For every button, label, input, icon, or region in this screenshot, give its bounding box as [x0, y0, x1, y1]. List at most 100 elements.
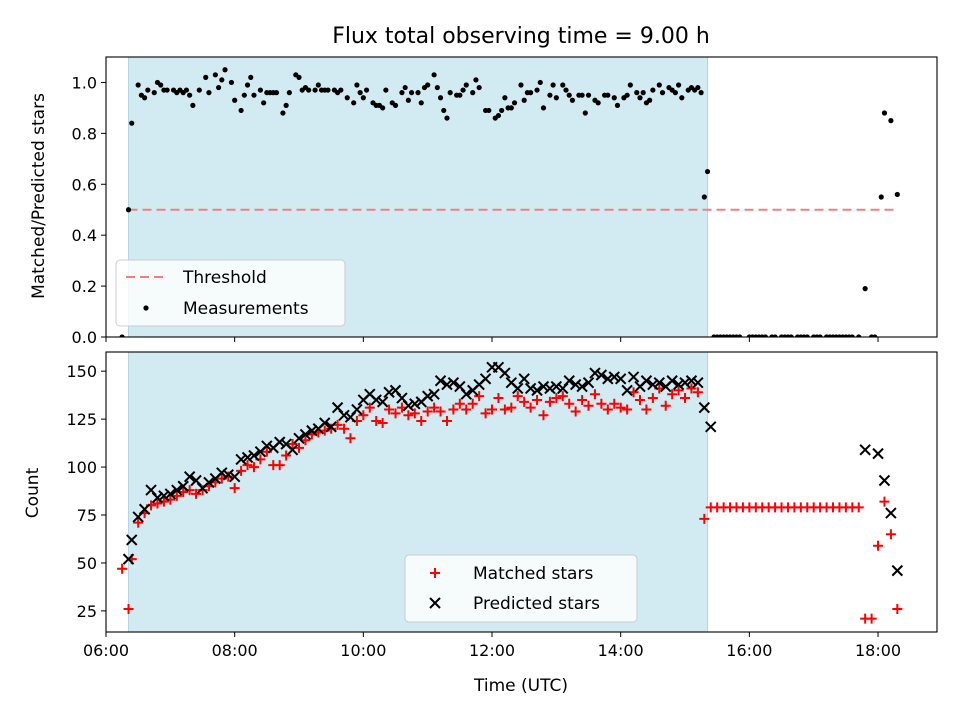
predicted-star-point [171, 484, 183, 496]
legend-matched-swatch [430, 568, 440, 578]
measurement-point [862, 286, 868, 292]
measurement-point [894, 191, 900, 198]
measurement-point [418, 100, 424, 106]
matched-star-point [647, 393, 658, 404]
predicted-star-point [666, 375, 678, 387]
matched-star-point [596, 398, 607, 409]
predicted-star-point [685, 375, 698, 387]
x-tick-label: 06:00 [83, 641, 129, 660]
measurement-point [502, 95, 508, 101]
matched-star-point [609, 398, 620, 409]
measurement-point [878, 194, 884, 200]
measurement-point [357, 90, 363, 96]
measurement-point [325, 87, 331, 93]
legend-predicted-swatch [429, 597, 441, 609]
measurement-point [244, 82, 251, 88]
measurement-point [142, 95, 148, 101]
measurement-point [360, 95, 366, 101]
matched-star-point [364, 402, 375, 413]
predicted-star-point [235, 453, 247, 466]
legend-measurements-swatch [143, 305, 149, 311]
matched-star-point [634, 394, 645, 405]
figure-title: Flux total observing time = 9.00 h [332, 24, 710, 49]
predicted-star-point [421, 390, 434, 402]
predicted-star-point [569, 378, 582, 391]
measurement-point [563, 87, 569, 93]
predicted-star-point [338, 409, 350, 421]
matched-star-point [577, 394, 588, 405]
top-y-tick-label: 0.2 [72, 277, 97, 296]
matched-star-point [461, 404, 472, 415]
measurement-point [888, 118, 894, 124]
matched-star-point [551, 393, 562, 404]
bottom-panel-star-counts: 25 50 75 100 125 150 06:00 08:00 10:00 12:00 14:00… [66, 351, 938, 660]
predicted-star-point [499, 367, 511, 379]
measurement-point [672, 90, 678, 96]
predicted-star-point [479, 373, 492, 385]
measurement-point [624, 92, 630, 98]
measurement-point [560, 82, 566, 88]
measurement-point [856, 334, 862, 337]
matched-star-point [538, 410, 549, 421]
measurement-point [241, 92, 247, 98]
predicted-star-point [319, 417, 331, 429]
measurement-point [119, 334, 125, 337]
measurement-point [804, 334, 810, 337]
measurement-point [444, 115, 450, 121]
measurement-point [849, 334, 855, 337]
matched-star-point [499, 404, 510, 415]
legend-box [115, 259, 346, 327]
matched-star-point [474, 391, 485, 402]
measurement-point [273, 90, 280, 96]
measurement-point [762, 334, 769, 337]
matched-star-point [680, 393, 691, 404]
matched-star-point [326, 423, 337, 434]
matched-star-point [557, 391, 568, 402]
predicted-star-point [460, 388, 472, 400]
bottom-y-tick-label: 100 [66, 458, 97, 477]
predicted-star-point [183, 470, 196, 483]
bottom-markers [117, 361, 904, 624]
measurement-point [772, 334, 778, 337]
measurement-point [698, 90, 704, 96]
x-tick-label: 14:00 [598, 641, 644, 660]
matched-star-point [660, 400, 671, 411]
x-tick-label: 12:00 [469, 641, 515, 660]
measurement-point [344, 95, 350, 101]
matched-star-point [281, 450, 292, 461]
legend-measurements-label: Measurements [183, 299, 309, 319]
measurement-point [495, 112, 502, 119]
bottom-x-axis-label: Time (UTC) [473, 676, 568, 696]
measurement-point [650, 87, 656, 93]
matched-star-point [692, 387, 703, 398]
measurement-point [125, 207, 132, 213]
predicted-star-point [158, 490, 170, 502]
measurement-point [447, 90, 453, 96]
matched-star-point [152, 498, 163, 509]
measurement-point [232, 97, 238, 103]
predicted-star-point [126, 534, 138, 546]
matched-star-point [429, 402, 440, 413]
measurement-point [183, 87, 190, 93]
predicted-star-point [647, 378, 659, 391]
predicted-star-point [409, 398, 421, 410]
measurement-point [647, 97, 653, 103]
matched-star-point [229, 483, 240, 494]
measurement-point [579, 92, 585, 98]
predicted-star-point [537, 380, 550, 393]
predicted-star-point [151, 492, 164, 504]
measurement-point [383, 87, 389, 93]
measurement-point [408, 90, 415, 96]
measurement-point [534, 87, 540, 93]
top-panel-matched-ratio: 0.0 0.2 0.4 0.6 0.8 1.0 Threshold Measurements [72, 56, 938, 347]
measurement-point [203, 74, 209, 80]
measurement-point [151, 90, 157, 96]
matched-star-point [667, 389, 678, 400]
measurement-point [872, 334, 878, 337]
matched-star-point [892, 603, 903, 614]
matched-star-point [493, 393, 504, 404]
measurement-point [296, 74, 302, 80]
measurement-point [611, 95, 617, 101]
predicted-star-point [286, 444, 299, 456]
top-axes-frame [105, 56, 938, 338]
